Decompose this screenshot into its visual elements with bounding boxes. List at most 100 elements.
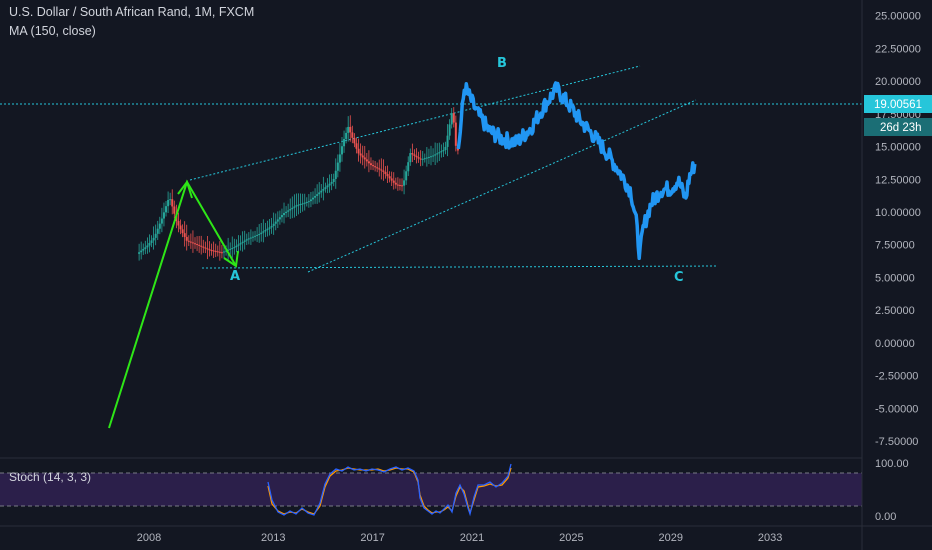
time-tick-label: 2013 <box>261 532 285 544</box>
candle <box>266 220 269 237</box>
stoch-k-line <box>267 463 512 517</box>
candle <box>309 192 312 208</box>
candle <box>403 169 406 195</box>
candle <box>235 239 238 253</box>
candle <box>249 229 252 245</box>
candle <box>340 137 343 162</box>
candle <box>297 193 300 215</box>
candle <box>291 196 294 219</box>
candle <box>295 193 298 216</box>
stoch-pane <box>0 457 862 517</box>
candle <box>299 193 302 214</box>
candle <box>283 202 286 224</box>
price-tick-label: 25.00000 <box>875 11 921 23</box>
price-tick-label: -7.50000 <box>875 436 918 448</box>
candle <box>177 212 180 233</box>
price-tick-label: 5.00000 <box>875 272 915 284</box>
candle <box>330 173 333 191</box>
candle <box>312 191 315 205</box>
candle <box>446 124 449 157</box>
wave-label-b: B <box>497 56 507 71</box>
candle <box>148 234 151 253</box>
candle <box>374 160 377 172</box>
candle <box>411 143 414 163</box>
candle <box>142 243 145 255</box>
candle <box>386 165 389 183</box>
candle <box>258 224 261 243</box>
candle <box>212 241 215 258</box>
price-tick-label: 0.00000 <box>875 338 915 350</box>
candle <box>440 144 443 158</box>
candle <box>262 219 265 243</box>
candle <box>326 178 329 194</box>
candle <box>276 211 279 229</box>
candle <box>191 230 194 253</box>
candle <box>367 150 370 173</box>
countdown-tag: 26d 23h <box>880 122 922 134</box>
candle <box>425 147 428 167</box>
last-price-tag: 19.00561 <box>874 99 922 111</box>
candle <box>169 192 172 206</box>
candle <box>332 173 335 187</box>
candle <box>452 107 455 128</box>
candle <box>227 237 230 261</box>
candle <box>438 142 441 161</box>
candle <box>285 206 288 218</box>
channel-upper-line <box>189 65 641 181</box>
candle <box>351 125 354 144</box>
candle <box>324 182 327 193</box>
time-axis[interactable]: 2008 2013 2017 2021 2025 2029 2033 <box>0 525 932 544</box>
candle <box>218 241 221 261</box>
price-tick-label: -5.00000 <box>875 403 918 415</box>
candle <box>167 191 170 213</box>
candle <box>231 236 234 259</box>
candle <box>181 224 184 238</box>
candle <box>245 233 248 246</box>
candle <box>314 188 317 204</box>
candle <box>396 177 399 191</box>
channel-lower-line <box>307 99 697 273</box>
candle <box>158 216 161 235</box>
candle <box>165 200 168 217</box>
candle <box>293 194 296 218</box>
candle <box>140 241 143 260</box>
candle <box>239 235 242 251</box>
candle <box>272 212 275 235</box>
time-tick-label: 2033 <box>758 532 782 544</box>
candle <box>251 231 254 242</box>
candle <box>243 230 246 250</box>
price-tick-label: 12.50000 <box>875 174 921 186</box>
projection-path <box>456 81 697 261</box>
candle <box>189 233 192 249</box>
candle <box>216 245 219 257</box>
candle <box>454 115 457 152</box>
candle <box>382 159 385 181</box>
candle <box>407 156 410 176</box>
candle <box>208 241 211 257</box>
candle <box>280 208 283 223</box>
countdown-tag-bg <box>864 118 932 136</box>
candle <box>301 193 304 212</box>
candle <box>194 237 197 249</box>
time-tick-label: 2029 <box>658 532 682 544</box>
candle <box>202 239 205 253</box>
candle <box>390 171 393 187</box>
candle <box>274 213 277 231</box>
time-tick-label: 2017 <box>360 532 384 544</box>
candle <box>144 240 147 255</box>
chart-title: U.S. Dollar / South African Rand, 1M, FX… <box>9 5 255 19</box>
candle <box>409 148 412 166</box>
candle <box>220 244 223 259</box>
indicator-label[interactable]: MA (150, close) <box>9 24 96 38</box>
stoch-label[interactable]: Stoch (14, 3, 3) <box>9 470 92 484</box>
wave-label-c: C <box>674 270 684 285</box>
price-axis[interactable]: 25.0000022.5000020.0000017.5000015.00000… <box>861 0 921 550</box>
candle <box>171 189 174 215</box>
time-tick-label: 2021 <box>460 532 484 544</box>
candle <box>363 146 366 169</box>
candle <box>405 165 408 185</box>
candle <box>380 158 383 180</box>
stoch-tick-100: 100.00 <box>875 458 909 470</box>
candle <box>196 236 199 252</box>
